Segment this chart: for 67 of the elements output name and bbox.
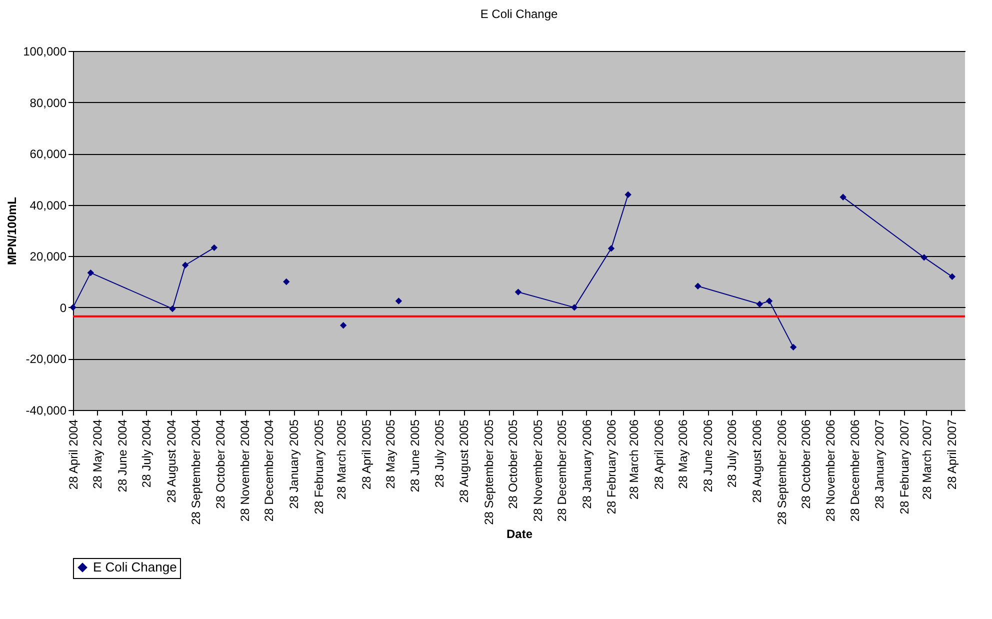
point (340, 322, 347, 329)
x-tick-label: 28 April 2007 (944, 419, 959, 490)
y-tick-label: -20,000 (26, 352, 67, 366)
x-tick-label: 28 February 2007 (898, 419, 912, 514)
x-tick-label: 28 October 2004 (213, 419, 228, 509)
point (182, 262, 189, 268)
point (920, 254, 928, 261)
legend-label: E Coli Change (93, 560, 177, 574)
point (608, 245, 615, 252)
x-tick-label: 28 March 2005 (334, 419, 348, 500)
x-tick-label: 28 June 2005 (408, 419, 422, 492)
y-axis-title: MPN/100mL (5, 196, 20, 266)
x-tick-label: 28 May 2004 (90, 419, 105, 489)
x-tick-label: 28 May 2005 (383, 419, 398, 489)
point (395, 298, 402, 304)
point (570, 304, 578, 311)
x-tick-label: 28 May 2006 (676, 419, 690, 489)
x-tick-label: 28 April 2005 (359, 419, 374, 490)
x-tick-label: 28 November 2004 (238, 419, 252, 522)
x-tick-label: 28 December 2006 (848, 419, 862, 522)
point (948, 273, 956, 280)
x-tick-label: 28 August 2004 (164, 419, 178, 503)
x-tick-label: 28 December 2005 (555, 419, 570, 522)
x-tick-label: 28 September 2006 (774, 419, 789, 525)
x-tick-label: 28 September 2005 (482, 419, 496, 525)
y-tick-label: 100,000 (23, 44, 67, 58)
x-tick-label: 28 September 2004 (189, 419, 204, 525)
x-tick-label: 28 August 2005 (457, 419, 472, 503)
point (694, 282, 702, 290)
point (514, 288, 522, 296)
x-tick-label: 28 February 2006 (604, 419, 619, 514)
x-tick-label: 28 March 2006 (627, 419, 642, 500)
y-tick-label: 60,000 (30, 147, 67, 162)
x-tick-label: 28 November 2006 (824, 419, 838, 522)
x-tick-label: 28 July 2006 (725, 419, 740, 488)
x-axis-title: Date (506, 526, 533, 541)
point (766, 298, 773, 304)
x-tick-label: 28 December 2004 (262, 419, 276, 522)
point (169, 305, 176, 312)
point (87, 269, 94, 276)
x-tick-label: 28 October 2005 (506, 419, 520, 509)
x-tick-label: 28 April 2006 (652, 419, 666, 490)
chart-title: E Coli Change (480, 7, 558, 21)
point (756, 300, 763, 308)
y-tick-label: 80,000 (30, 96, 67, 110)
x-tick-label: 28 July 2004 (139, 419, 154, 488)
point (790, 344, 797, 351)
x-tick-label: 28 November 2005 (530, 419, 545, 522)
x-tick-label: 28 June 2006 (701, 419, 716, 492)
x-tick-label: 28 March 2007 (920, 419, 934, 500)
y-tick-label: -40,000 (26, 404, 67, 418)
point (210, 244, 218, 252)
point (283, 278, 290, 286)
x-tick-label: 28 August 2006 (750, 419, 764, 503)
y-tick-label: 20,000 (30, 250, 67, 264)
point (624, 191, 632, 198)
x-tick-label: 28 June 2004 (115, 419, 130, 492)
x-tick-label: 28 January 2005 (287, 419, 302, 509)
x-tick-label: 28 February 2005 (312, 419, 326, 514)
x-tick-label: 28 October 2006 (798, 419, 813, 509)
x-tick-label: 28 January 2006 (580, 419, 594, 509)
x-tick-label: 28 April 2004 (66, 419, 80, 490)
x-tick-label: 28 July 2005 (432, 419, 446, 488)
y-tick-label: 0 (60, 300, 67, 315)
y-tick-label: 40,000 (30, 198, 67, 212)
x-tick-label: 28 January 2007 (872, 419, 887, 509)
point (840, 194, 846, 201)
